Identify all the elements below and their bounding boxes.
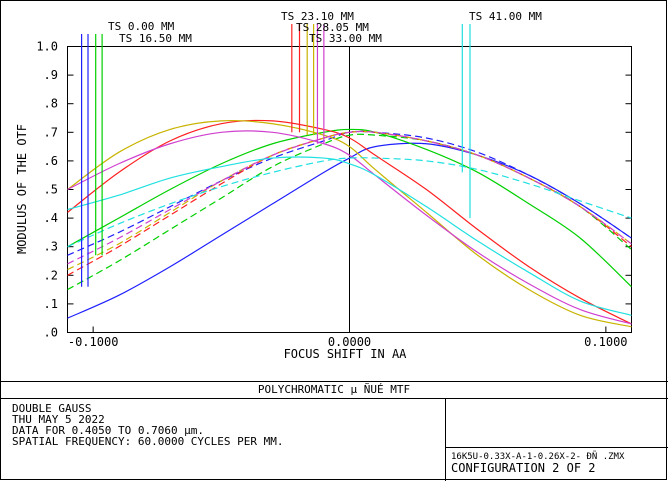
sagittal-mtf-line [67,130,632,265]
field-marker-lines [80,24,471,287]
tangential-mtf-line [67,156,632,316]
y-tick-label: .2 [44,268,58,282]
y-tick-label: .0 [44,326,58,340]
y-tick-label: .8 [44,97,58,111]
y-tick-label: .1 [44,297,58,311]
configuration-label: CONFIGURATION 2 OF 2 [451,461,596,475]
y-tick-label: .3 [44,240,58,254]
y-tick-label: 1.0 [36,40,58,54]
field-label: TS 0.00 MM [108,20,175,33]
field-label: TS 33.00 MM [309,32,382,45]
info-line: DATA FOR 0.4050 TO 0.7060 μm. [12,424,204,437]
field-label: TS 23.10 MM [281,10,354,23]
footer-title: POLYCHROMATIC μ ÑUÉ MTF [258,383,410,396]
x-tick-label: 0.0000 [328,335,371,349]
field-label: TS 16.50 MM [119,32,192,45]
tangential-mtf-line [67,119,632,328]
info-line: SPATIAL FREQUENCY: 60.0000 CYCLES PER MM… [12,435,284,448]
x-tick-label: 0.1000 [584,335,627,349]
y-axis-label: MODULUS OF THE OTF [15,124,29,254]
tangential-mtf-line [67,128,632,288]
y-tick-label: .6 [44,154,58,168]
file-name: 16K5U-0.33X-A-1-0.26X-2- ÐÑ .ZMX [451,451,625,462]
tangential-mtf-line [67,130,632,325]
field-label: TS 41.00 MM [469,10,542,23]
info-line: DOUBLE GAUSS [12,402,91,415]
sagittal-mtf-line [67,157,632,248]
x-tick-label: -0.1000 [68,335,119,349]
y-tick-label: .5 [44,183,58,197]
info-line: THU MAY 5 2022 [12,413,105,426]
field-label: TS 28.05 MM [296,21,369,34]
y-tick-label: .7 [44,125,58,139]
y-tick-label: .9 [44,68,58,82]
tangential-mtf-line [67,142,632,319]
axis-tick-labels: .0 .1 .2 .3 .4 .5 .6 .7 .8 .9 1.0 -0.1000 0.0000 0.10… [36,40,627,350]
y-tick-label: .4 [44,211,58,225]
mtf-curves [67,119,632,328]
x-axis-label: FOCUS SHIFT IN AA [284,347,408,361]
tangential-mtf-line [67,119,632,325]
